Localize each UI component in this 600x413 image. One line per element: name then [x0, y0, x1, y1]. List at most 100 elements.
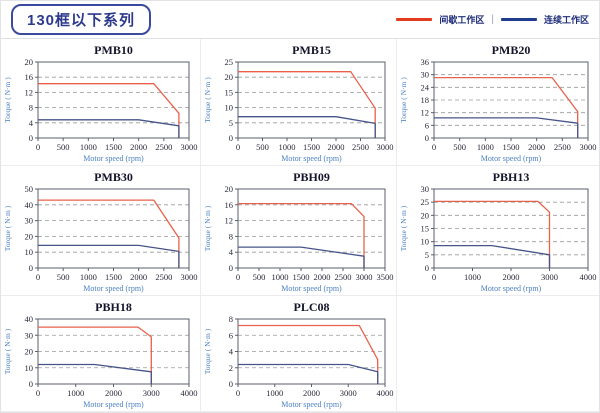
- chart-panel-pbh09: PBH09 0 4 8 12 16 20 0 500 1000 1500 2000 2500 3000 35…: [201, 166, 397, 296]
- svg-text:1500: 1500: [105, 272, 122, 282]
- svg-text:5: 5: [425, 250, 429, 260]
- svg-text:PBH09: PBH09: [293, 170, 330, 184]
- empty-panel: [397, 296, 599, 412]
- chart-panel-pbh18: PBH18 0 10 20 30 40 0 1000 2000 3000 4000 Motor spe…: [1, 296, 201, 412]
- svg-text:PBH18: PBH18: [95, 300, 132, 314]
- series-title-badge: 130框以下系列: [11, 4, 152, 35]
- svg-text:12: 12: [25, 87, 34, 97]
- svg-text:50: 50: [25, 184, 34, 194]
- svg-text:0: 0: [229, 263, 233, 273]
- svg-text:Motor speed (rpm): Motor speed (rpm): [281, 400, 342, 409]
- svg-text:500: 500: [57, 272, 70, 282]
- chart-panel-pmb15: PMB15 0 5 10 15 20 25 0 500 1000 1500 2000 2500 3000 M…: [201, 39, 397, 166]
- svg-text:0: 0: [236, 272, 240, 282]
- svg-text:10: 10: [25, 363, 34, 373]
- chart-pmb15: PMB15 0 5 10 15 20 25 0 500 1000 1500 2000 2500 3000 M…: [201, 39, 396, 165]
- svg-text:6: 6: [425, 120, 429, 130]
- svg-text:500: 500: [57, 142, 70, 152]
- svg-text:20: 20: [25, 347, 34, 357]
- svg-text:3000: 3000: [143, 388, 160, 398]
- svg-text:15: 15: [421, 224, 430, 234]
- svg-text:16: 16: [25, 72, 34, 82]
- svg-text:25: 25: [225, 57, 234, 67]
- chart-pbh18: PBH18 0 10 20 30 40 0 1000 2000 3000 4000 Motor spe…: [1, 296, 200, 411]
- svg-text:3000: 3000: [580, 142, 597, 152]
- svg-text:Torque ( N·m ): Torque ( N·m ): [203, 328, 212, 374]
- svg-text:1000: 1000: [67, 388, 84, 398]
- svg-text:Torque ( N·m ): Torque ( N·m ): [203, 77, 212, 123]
- svg-text:10: 10: [421, 237, 430, 247]
- svg-text:20: 20: [421, 210, 430, 220]
- intermittent-zone-line-icon: [396, 18, 433, 21]
- svg-text:25: 25: [421, 197, 430, 207]
- chart-panel-pmb20: PMB20 0 6 12 18 24 30 36 0 500 1000 1500 2000 2500 300…: [397, 39, 599, 166]
- svg-text:1500: 1500: [303, 142, 320, 152]
- svg-text:2000: 2000: [503, 272, 520, 282]
- chart-panel-pmb30: PMB30 0 10 20 30 40 50 0 500 1000 1500 2000 2500 3000…: [1, 166, 201, 296]
- svg-text:2: 2: [229, 363, 233, 373]
- chart-pbh13: PBH13 0 5 10 15 20 25 30 0 1000 2000 3000 4000 Motor …: [397, 166, 599, 295]
- svg-text:PMB15: PMB15: [292, 43, 331, 57]
- svg-text:0: 0: [236, 142, 240, 152]
- svg-text:0: 0: [432, 272, 436, 282]
- svg-text:10: 10: [25, 247, 34, 257]
- svg-text:20: 20: [225, 72, 234, 82]
- svg-text:Motor speed (rpm): Motor speed (rpm): [83, 400, 144, 409]
- chart-panel-pmb10: PMB10 0 4 8 12 16 20 0 500 1000 1500 2000 2500 3000 Mo…: [1, 39, 201, 166]
- chart-panel-plc08: PLC08 0 2 4 6 8 0 1000 2000 3000 4000 Motor speed (…: [201, 296, 397, 412]
- svg-text:36: 36: [421, 57, 430, 67]
- svg-text:0: 0: [29, 133, 33, 143]
- svg-text:0: 0: [432, 142, 436, 152]
- svg-text:Torque ( N·m ): Torque ( N·m ): [3, 205, 12, 251]
- svg-text:500: 500: [453, 142, 466, 152]
- svg-text:30: 30: [421, 70, 430, 80]
- svg-text:2000: 2000: [130, 142, 147, 152]
- svg-text:8: 8: [229, 231, 233, 241]
- svg-text:0: 0: [36, 142, 40, 152]
- legend-continuous-label: 连续工作区: [543, 15, 589, 25]
- svg-text:8: 8: [29, 103, 33, 113]
- svg-text:500: 500: [256, 142, 269, 152]
- svg-text:Motor speed (rpm): Motor speed (rpm): [83, 284, 144, 293]
- chart-pmb10: PMB10 0 4 8 12 16 20 0 500 1000 1500 2000 2500 3000 Mo…: [1, 39, 200, 165]
- svg-text:Torque ( N·m ): Torque ( N·m ): [399, 205, 408, 251]
- charts-grid: PMB10 0 4 8 12 16 20 0 500 1000 1500 2000 2500 3000 Mo…: [1, 39, 599, 412]
- chart-panel-pbh13: PBH13 0 5 10 15 20 25 30 0 1000 2000 3000 4000 Motor …: [397, 166, 599, 296]
- svg-text:Motor speed (rpm): Motor speed (rpm): [281, 154, 342, 163]
- svg-text:30: 30: [421, 184, 430, 194]
- svg-text:30: 30: [25, 330, 34, 340]
- svg-text:1500: 1500: [105, 142, 122, 152]
- svg-text:4000: 4000: [181, 388, 198, 398]
- svg-text:3000: 3000: [356, 272, 373, 282]
- svg-text:Torque ( N·m ): Torque ( N·m ): [399, 77, 408, 123]
- svg-text:2500: 2500: [155, 142, 172, 152]
- chart-plc08: PLC08 0 2 4 6 8 0 1000 2000 3000 4000 Motor speed (…: [201, 296, 396, 411]
- svg-text:0: 0: [425, 263, 429, 273]
- svg-text:3500: 3500: [377, 272, 394, 282]
- svg-text:Motor speed (rpm): Motor speed (rpm): [281, 284, 342, 293]
- chart-legend: 间歇工作区 | 连续工作区: [396, 13, 589, 26]
- svg-text:0: 0: [236, 388, 240, 398]
- svg-text:4000: 4000: [377, 388, 394, 398]
- svg-text:0: 0: [229, 133, 233, 143]
- svg-text:2500: 2500: [155, 272, 172, 282]
- svg-text:2000: 2000: [130, 272, 147, 282]
- svg-text:0: 0: [229, 379, 233, 389]
- svg-text:1500: 1500: [293, 272, 310, 282]
- svg-text:0: 0: [36, 388, 40, 398]
- svg-text:0: 0: [29, 263, 33, 273]
- svg-text:2000: 2000: [528, 142, 545, 152]
- svg-text:5: 5: [229, 118, 233, 128]
- svg-text:4: 4: [229, 347, 234, 357]
- svg-text:2500: 2500: [352, 142, 369, 152]
- svg-text:2500: 2500: [554, 142, 571, 152]
- svg-text:12: 12: [225, 216, 234, 226]
- svg-text:1000: 1000: [80, 142, 97, 152]
- svg-text:1000: 1000: [477, 142, 494, 152]
- chart-pmb20: PMB20 0 6 12 18 24 30 36 0 500 1000 1500 2000 2500 300…: [397, 39, 599, 165]
- svg-text:0: 0: [29, 379, 33, 389]
- svg-text:Motor speed (rpm): Motor speed (rpm): [481, 154, 542, 163]
- svg-text:1000: 1000: [464, 272, 481, 282]
- svg-text:Torque ( N·m ): Torque ( N·m ): [203, 205, 212, 251]
